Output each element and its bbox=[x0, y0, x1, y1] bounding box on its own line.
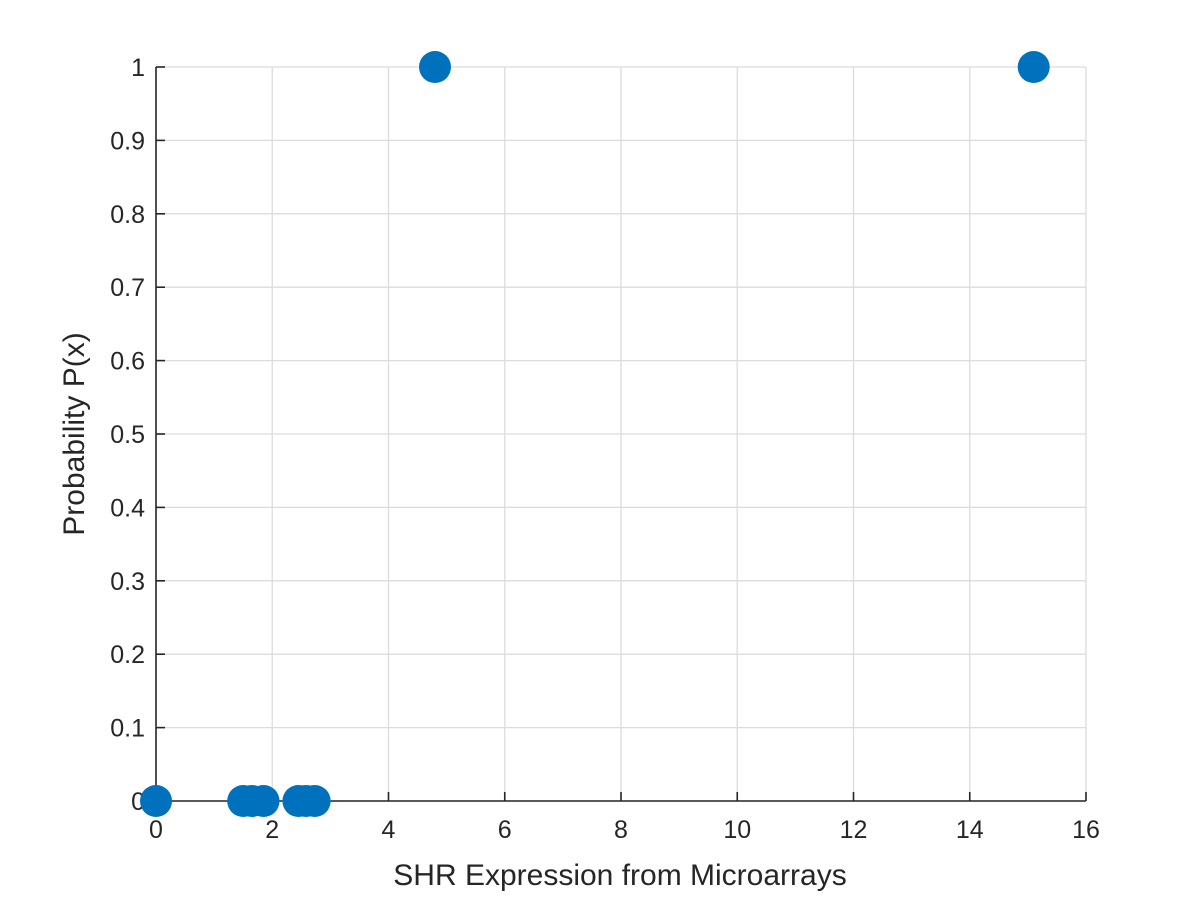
x-tick-label: 2 bbox=[265, 816, 279, 844]
x-tick-label: 12 bbox=[840, 816, 868, 844]
data-point bbox=[140, 785, 172, 817]
x-tick-label: 14 bbox=[956, 816, 984, 844]
x-tick-label: 16 bbox=[1072, 816, 1100, 844]
data-point bbox=[298, 785, 331, 817]
y-tick-label: 0.8 bbox=[110, 201, 145, 229]
y-tick-label: 1 bbox=[131, 54, 145, 82]
y-tick-label: 0.3 bbox=[110, 568, 145, 596]
y-tick-label: 0.1 bbox=[110, 715, 145, 743]
x-tick-label: 4 bbox=[382, 816, 396, 844]
y-axis-label: Probability P(x) bbox=[58, 332, 91, 535]
x-axis-label: SHR Expression from Microarrays bbox=[393, 859, 846, 892]
grid bbox=[155, 66, 1087, 802]
y-tick-label: 0.5 bbox=[110, 421, 145, 449]
x-tick-label: 10 bbox=[723, 816, 751, 844]
axes: 0 2 4 6 8 10 12 14 1600.10.20.30.40.50.60.70.80.… bbox=[110, 54, 1100, 844]
data-point bbox=[1017, 51, 1050, 83]
x-tick-label: 6 bbox=[498, 816, 512, 844]
data-point bbox=[247, 785, 280, 817]
y-tick-label: 0.9 bbox=[110, 127, 145, 155]
x-tick-label: 0 bbox=[149, 816, 163, 844]
y-tick-label: 0.4 bbox=[110, 494, 145, 522]
y-tick-label: 0.2 bbox=[110, 641, 145, 669]
y-tick-label: 0.6 bbox=[110, 348, 145, 376]
x-tick-label: 8 bbox=[614, 816, 628, 844]
data-points bbox=[140, 51, 1050, 817]
y-tick-label: 0.7 bbox=[110, 274, 145, 302]
data-point bbox=[419, 51, 451, 83]
